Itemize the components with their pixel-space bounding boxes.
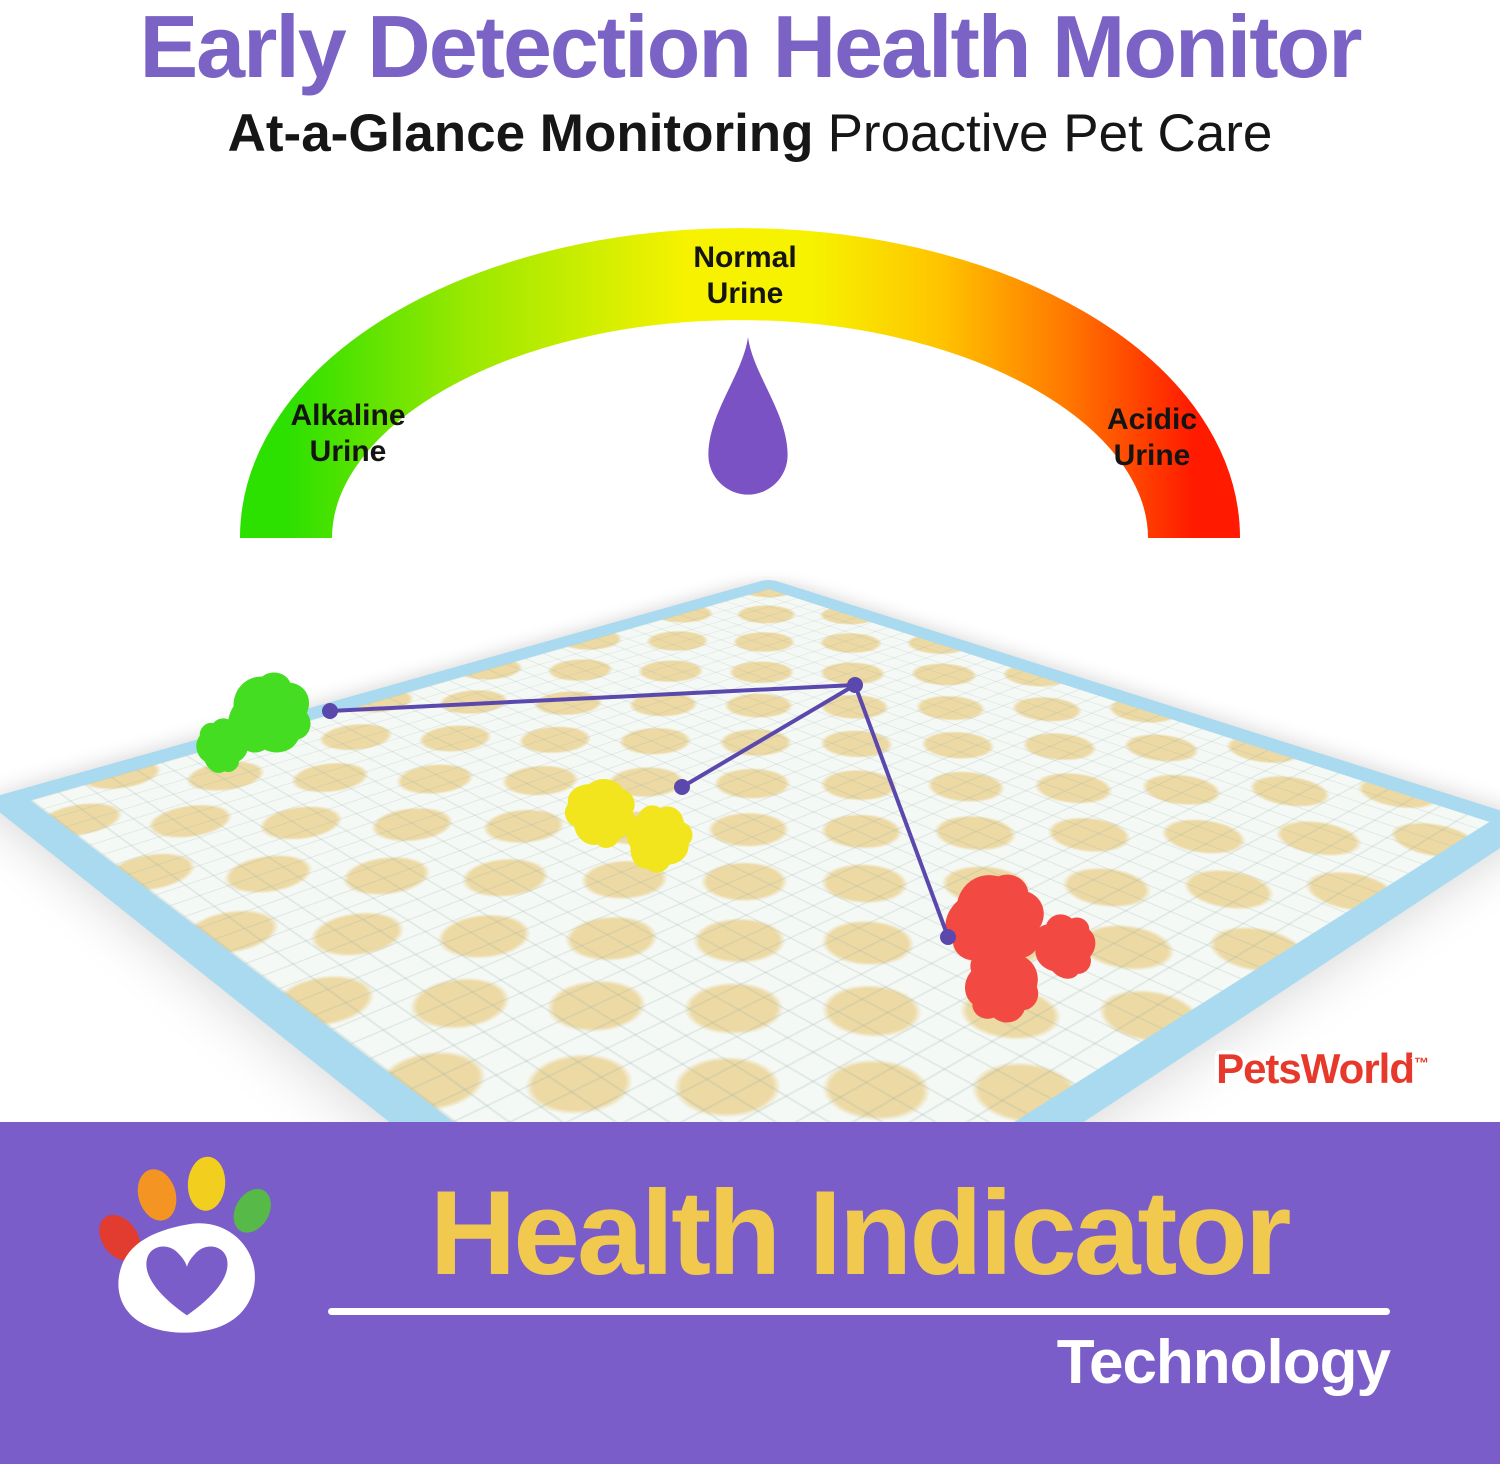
gauge-label-normal: Normal Urine — [655, 240, 835, 312]
banner-divider — [328, 1308, 1390, 1315]
alkaline-spot-group — [186, 663, 322, 781]
paw-heart-icon — [88, 1152, 284, 1348]
banner-title: Health Indicator — [328, 1170, 1390, 1296]
callout-line — [330, 685, 855, 711]
banner-text: Health Indicator Technology — [328, 1170, 1390, 1398]
banner: Health Indicator Technology — [0, 1122, 1500, 1464]
pee-pad-photo: PetsWorld™ — [0, 500, 1500, 1122]
callout-line — [682, 685, 855, 787]
brand-logo: PetsWorld™ — [1216, 1045, 1428, 1093]
ph-gauge: Normal Urine Alkaline Urine Acidic Urine — [0, 0, 1500, 560]
paw-toe-yellow — [186, 1155, 227, 1212]
gauge-label-alkaline: Alkaline Urine — [258, 398, 438, 470]
urine-droplet-icon — [694, 334, 802, 516]
callout-dot — [674, 779, 690, 795]
banner-subtitle: Technology — [328, 1327, 1390, 1398]
acidic-spot-group — [933, 856, 1109, 1037]
spot-callouts — [0, 500, 1500, 1122]
product-infographic: Early Detection Health Monitor At-a-Glan… — [0, 0, 1500, 1464]
gauge-label-acidic: Acidic Urine — [1062, 402, 1242, 474]
callout-dot — [847, 677, 863, 693]
paw-toe-green — [226, 1182, 278, 1239]
callout-dot — [322, 703, 338, 719]
brand-name: PetsWorld — [1216, 1045, 1414, 1092]
callout-line — [855, 685, 948, 937]
callout-dot — [940, 929, 956, 945]
paw-toe-orange — [132, 1165, 182, 1226]
callout-lines — [322, 677, 956, 945]
trademark-symbol: ™ — [1414, 1055, 1428, 1072]
